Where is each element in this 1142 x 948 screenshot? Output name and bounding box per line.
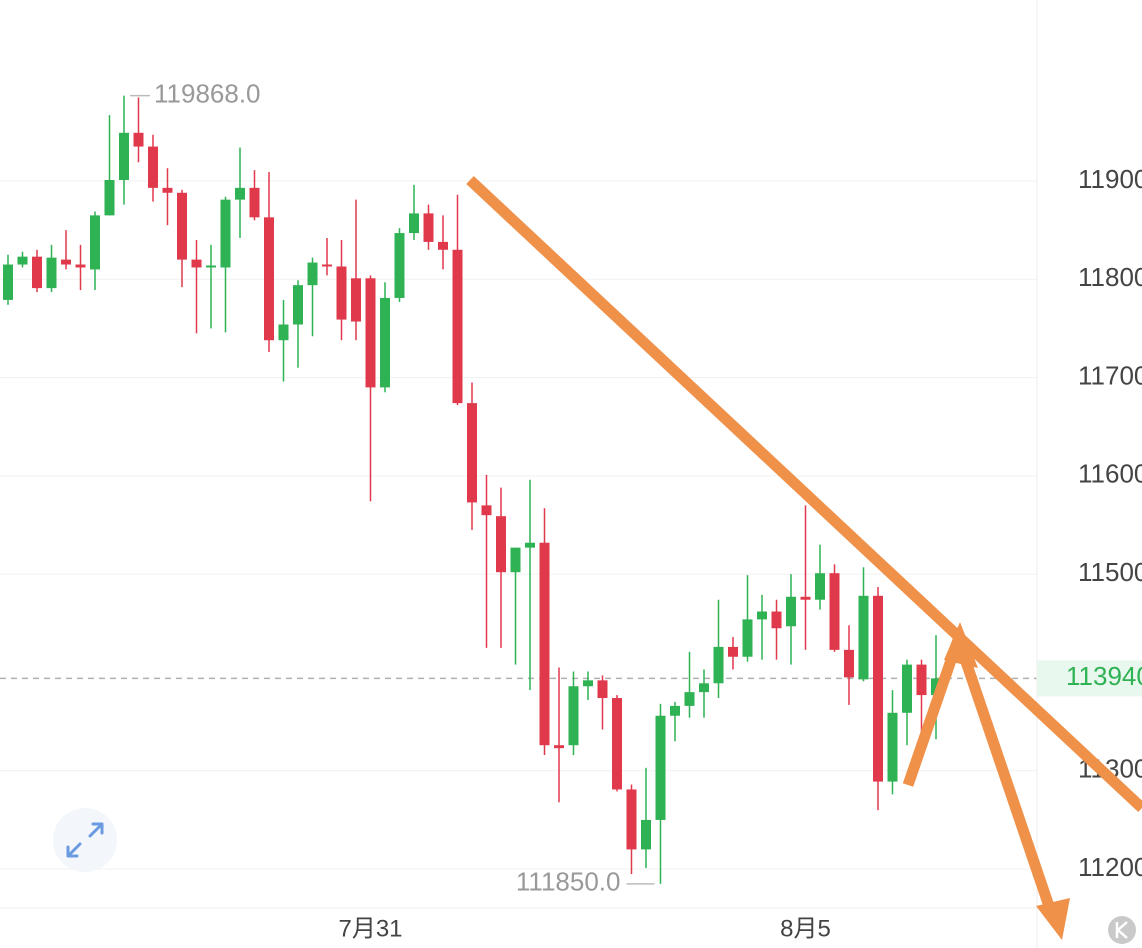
candle-body xyxy=(119,132,129,180)
candle-body xyxy=(800,596,811,600)
expand-button[interactable] xyxy=(53,808,117,872)
candle-body xyxy=(394,233,405,298)
y-tick-label: 118000 xyxy=(1078,262,1142,292)
candle-body xyxy=(235,187,245,200)
candle-body xyxy=(771,611,782,629)
candle-body xyxy=(104,179,115,216)
candle-body xyxy=(641,819,651,850)
grid-layer xyxy=(0,180,1037,870)
k-icon xyxy=(1115,921,1128,939)
up-arrow-head xyxy=(944,622,978,668)
last-price-label: 113940 xyxy=(1066,661,1142,691)
candle-body xyxy=(46,257,57,289)
candle-body xyxy=(467,403,477,503)
candle-body xyxy=(220,199,231,268)
k-button[interactable] xyxy=(1108,916,1136,944)
candle-body xyxy=(728,646,738,657)
candle-body xyxy=(249,187,260,218)
candle-body xyxy=(278,324,289,341)
candle-body xyxy=(525,542,535,548)
down-arrow-shaft xyxy=(956,648,1058,917)
up-arrow-shaft xyxy=(902,638,964,787)
candle-body xyxy=(655,715,666,820)
candle-body xyxy=(510,547,521,573)
candle-body xyxy=(873,595,883,782)
down-arrow-head xyxy=(1036,898,1070,940)
candle-body xyxy=(32,256,42,289)
candle-body xyxy=(438,241,448,250)
candle-body xyxy=(583,680,593,687)
candle-body xyxy=(699,683,709,693)
candle-body xyxy=(177,192,187,260)
candle-body xyxy=(148,146,158,188)
candle-body xyxy=(757,611,767,620)
candle-layer xyxy=(3,95,941,884)
candle-body xyxy=(844,649,854,678)
candle-body xyxy=(206,265,216,268)
candle-body xyxy=(264,217,274,341)
label-layer: 1120001130001150001160001170001180001190… xyxy=(130,79,1142,942)
x-tick-label: 7月31 xyxy=(338,915,402,942)
candle-body xyxy=(786,596,796,627)
y-tick-label: 115000 xyxy=(1078,557,1142,587)
candle-body xyxy=(75,264,86,268)
candle-body xyxy=(481,505,492,516)
candle-body xyxy=(815,573,825,600)
y-tick-label: 112000 xyxy=(1078,852,1142,882)
candle-body xyxy=(162,187,173,193)
candle-body xyxy=(554,745,564,749)
candle-body xyxy=(626,789,637,850)
k-button-bg xyxy=(1108,916,1136,944)
candle-body xyxy=(713,646,724,684)
candle-body xyxy=(409,213,419,234)
candle-body xyxy=(568,686,579,746)
candle-body xyxy=(858,595,869,680)
high-marker-label: 119868.0 xyxy=(154,79,261,109)
trend-line xyxy=(466,175,1142,813)
candle-body xyxy=(887,712,898,782)
y-tick-label: 116000 xyxy=(1078,459,1142,489)
candle-body xyxy=(307,262,318,286)
expand-bg xyxy=(53,808,117,872)
candle-body xyxy=(293,285,303,325)
last-price-box xyxy=(1037,660,1142,697)
candle-body xyxy=(684,692,695,706)
trend-drawings xyxy=(466,175,1142,917)
candle-body xyxy=(191,259,202,268)
candle-body xyxy=(3,264,13,300)
x-tick-label: 8月5 xyxy=(780,915,831,942)
candle-body xyxy=(17,256,28,265)
y-tick-label: 119000 xyxy=(1078,164,1142,194)
candle-body xyxy=(336,266,347,320)
candle-body xyxy=(133,132,144,147)
y-tick-label: 117000 xyxy=(1078,360,1142,390)
expand-icon xyxy=(66,822,104,858)
candle-body xyxy=(597,680,608,699)
candle-body xyxy=(931,678,941,696)
candle-body xyxy=(351,278,361,322)
candle-body xyxy=(496,516,506,573)
low-marker-label: 111850.0 xyxy=(516,867,621,897)
candle-body xyxy=(322,264,332,267)
candle-body xyxy=(452,249,463,404)
candle-body xyxy=(612,698,622,790)
candle-body xyxy=(90,215,100,270)
candle-body xyxy=(916,664,927,696)
candle-body xyxy=(365,278,376,388)
candle-body xyxy=(670,705,680,716)
candle-body xyxy=(539,542,550,746)
candle-body xyxy=(902,664,912,713)
candle-body xyxy=(742,619,753,657)
candle-body xyxy=(380,297,390,388)
candle-body xyxy=(61,259,71,265)
candle-body xyxy=(829,573,840,650)
candle-body xyxy=(423,213,434,242)
